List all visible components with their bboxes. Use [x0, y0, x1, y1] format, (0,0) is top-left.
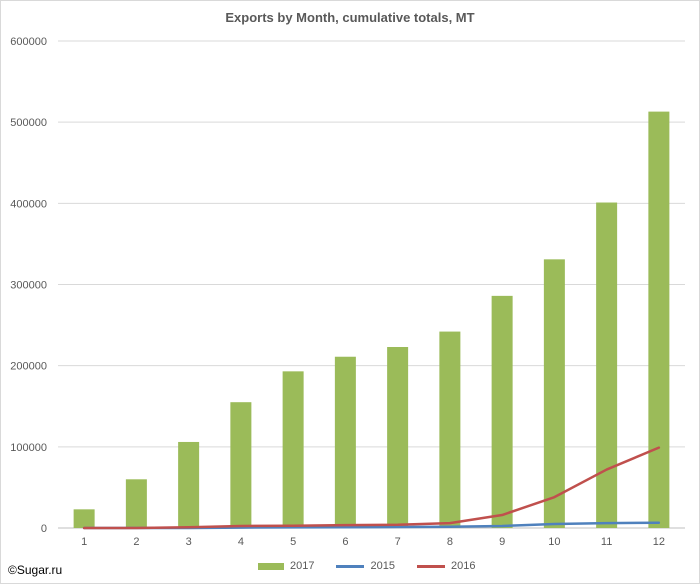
x-tick-label: 8	[447, 536, 453, 548]
x-tick-label: 7	[395, 536, 401, 548]
x-tick-label: 12	[653, 536, 665, 548]
y-axis-labels: 0 100000 200000 300000 400000 500000 600000	[10, 36, 47, 535]
bar-2017-5	[282, 371, 304, 528]
x-tick-label: 9	[499, 536, 505, 548]
x-tick-label: 2	[133, 536, 139, 548]
legend-item-2017: 2017	[258, 560, 314, 572]
legend-label-2015: 2015	[370, 560, 395, 572]
bar-2017-2	[125, 479, 147, 528]
x-tick-label: 3	[186, 536, 192, 548]
bar-2017-6	[334, 356, 356, 528]
gridlines	[58, 40, 685, 529]
legend-swatch-2015	[336, 564, 365, 568]
legend-label-2016: 2016	[450, 560, 476, 572]
x-tick-label: 1	[81, 536, 87, 548]
bar-series	[73, 111, 670, 529]
y-tick-label: 400000	[10, 198, 47, 210]
y-tick-label: 300000	[10, 280, 47, 292]
x-tick-label: 5	[290, 536, 296, 548]
y-tick-label: 600000	[10, 36, 47, 48]
x-tick-label: 6	[342, 536, 348, 548]
source-credit: ©Sugar.ru	[8, 563, 63, 577]
y-tick-label: 100000	[10, 442, 47, 454]
line-2016	[82, 446, 661, 530]
legend-swatch-2017	[258, 562, 284, 570]
bar-2017-7	[387, 346, 409, 528]
x-tick-label: 11	[601, 536, 612, 548]
bar-2017-11	[596, 202, 618, 528]
chart-title: Exports by Month, cumulative totals, MT	[225, 10, 475, 25]
bar-2017-10	[543, 259, 565, 528]
legend-item-2015: 2015	[336, 560, 395, 572]
x-axis-labels: 1 2 3 4 5 6 7 8 9 10 11 12	[81, 536, 665, 548]
y-tick-label: 500000	[10, 117, 47, 129]
bar-2017-4	[230, 402, 252, 528]
bar-2017-8	[439, 331, 461, 528]
bar-2017-1	[73, 509, 95, 528]
line-series	[82, 446, 661, 530]
y-tick-label: 200000	[10, 361, 47, 373]
bar-2017-12	[648, 111, 670, 529]
bar-2017-9	[491, 295, 513, 528]
x-tick-label: 4	[238, 536, 244, 548]
x-tick-label: 10	[548, 536, 560, 548]
legend-swatch-2016	[416, 564, 445, 568]
legend-item-2016: 2016	[416, 560, 476, 572]
bar-2017-3	[178, 441, 200, 528]
legend: 2017 2015 2016	[258, 560, 497, 572]
legend-label-2017: 2017	[290, 560, 315, 572]
y-tick-label: 0	[41, 523, 47, 535]
